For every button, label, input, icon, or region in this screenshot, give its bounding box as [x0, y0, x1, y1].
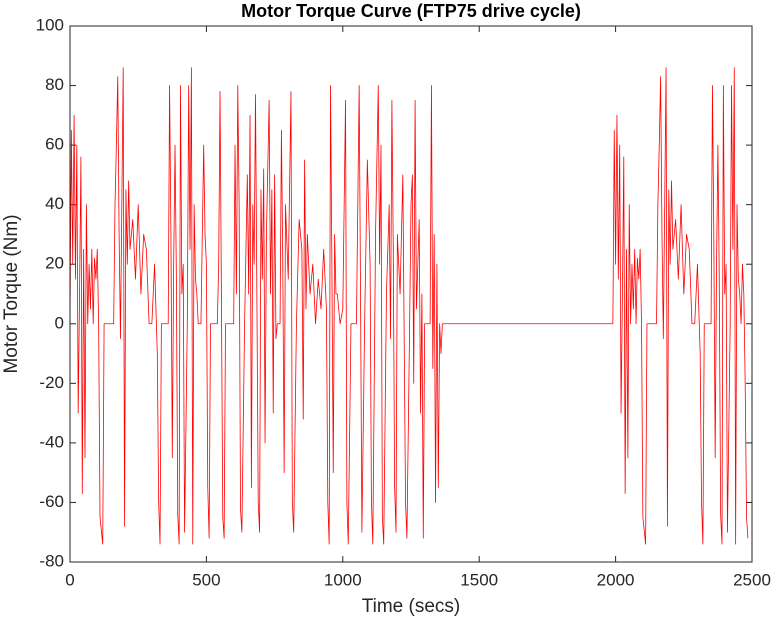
chart-title: Motor Torque Curve (FTP75 drive cycle) — [241, 1, 581, 21]
x-tick-label: 500 — [192, 570, 220, 589]
x-tick-label: 0 — [65, 570, 74, 589]
y-tick-label: -40 — [39, 432, 64, 451]
x-tick-label: 1500 — [460, 570, 498, 589]
y-tick-label: -60 — [39, 492, 64, 511]
y-tick-label: -20 — [39, 373, 64, 392]
data-line — [69, 67, 749, 545]
y-tick-label: 0 — [55, 313, 64, 332]
x-tick-label: 1000 — [324, 570, 362, 589]
x-tick-label: 2000 — [597, 570, 635, 589]
x-tick-label: 2500 — [733, 570, 771, 589]
x-axis-label: Time (secs) — [362, 596, 461, 617]
y-tick-label: 100 — [36, 15, 64, 34]
y-tick-label: 80 — [45, 75, 64, 94]
plot-frame — [69, 25, 753, 563]
y-tick-label: 60 — [45, 135, 64, 154]
y-tick-label: -80 — [39, 551, 64, 570]
y-tick-label: 40 — [45, 194, 64, 213]
y-axis-label: Motor Torque (Nm) — [1, 214, 22, 373]
y-tick-label: 20 — [45, 254, 64, 273]
